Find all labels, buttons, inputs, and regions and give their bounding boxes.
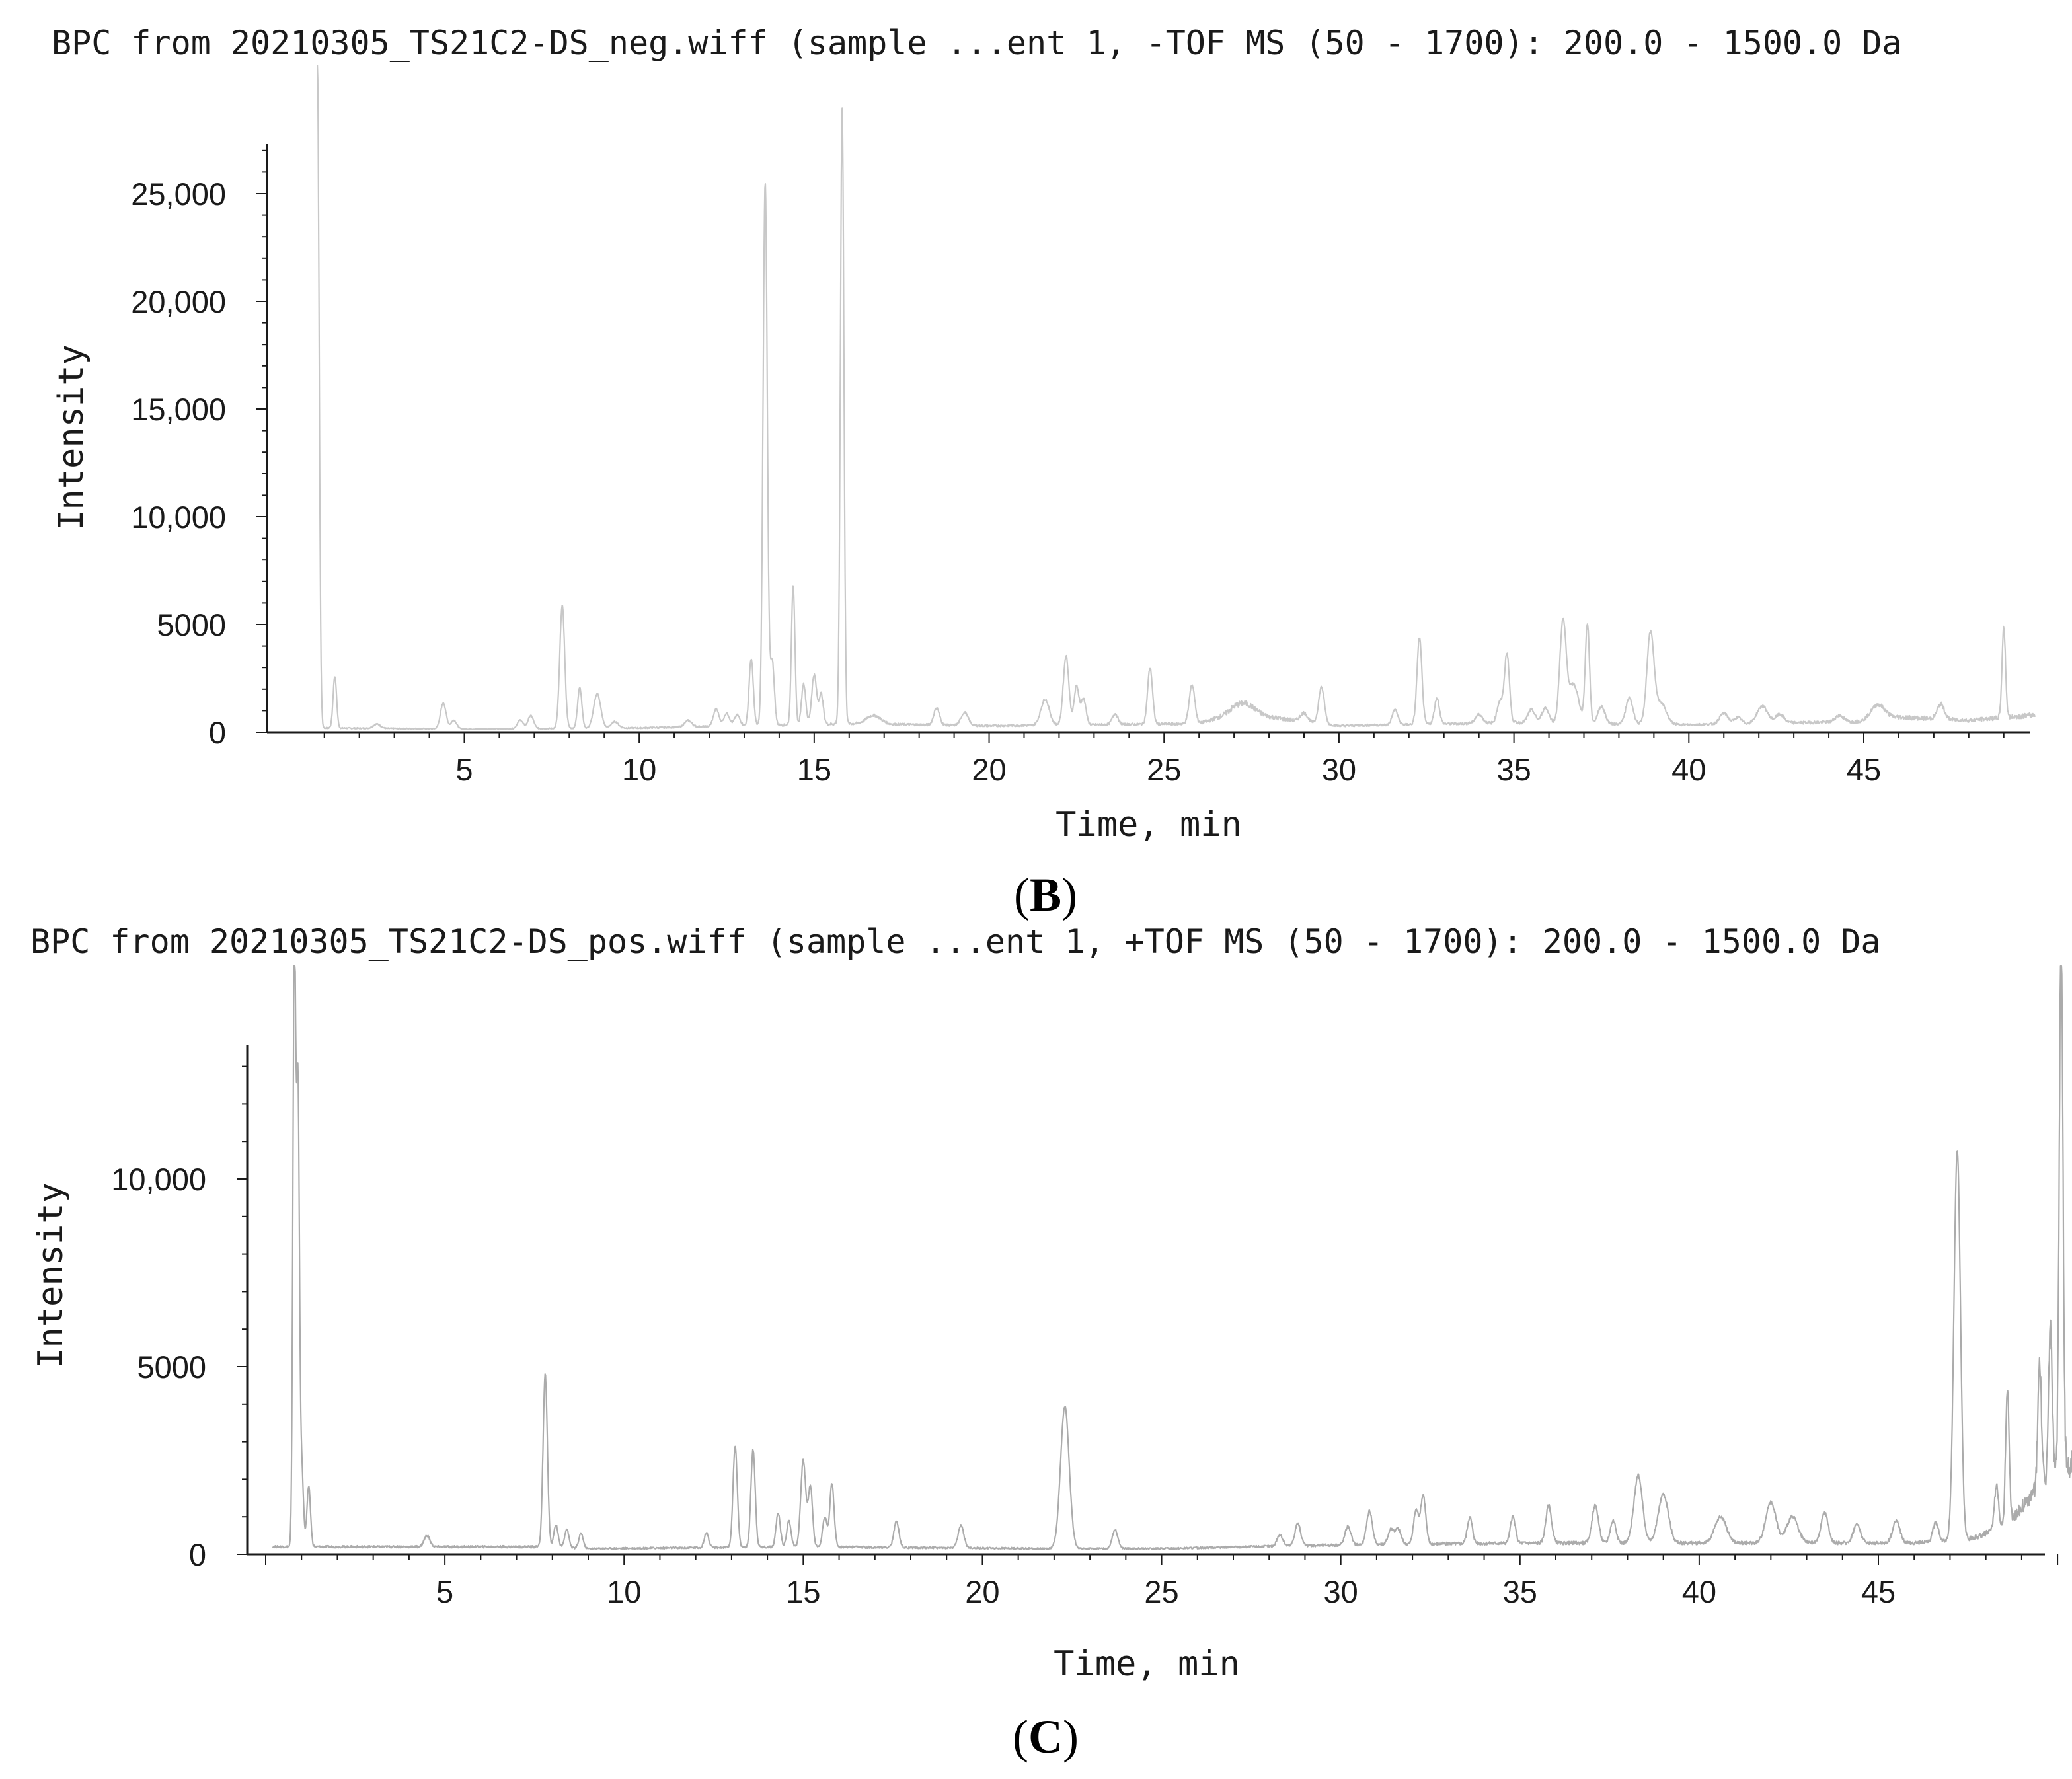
y-tick-labels: 0 5000 10,000 15,000 20,000 25,000 <box>131 176 226 750</box>
chart-title: BPC from 20210305_TS21C2-DS_pos.wiff (sa… <box>30 923 1881 961</box>
x-tick-label: 40 <box>1682 1574 1716 1609</box>
x-tick-label: 35 <box>1503 1574 1537 1609</box>
x-tick-label: 25 <box>1144 1574 1178 1609</box>
panel-label-c: (C) <box>1013 1710 1079 1763</box>
y-tick-label: 0 <box>189 1537 206 1572</box>
x-tick-labels: 5 10 15 20 25 30 35 40 45 <box>436 1574 1896 1609</box>
x-tick-label: 10 <box>622 752 656 787</box>
x-tick-label: 5 <box>436 1574 453 1609</box>
tick-marks <box>237 1065 2059 1565</box>
x-tick-label: 45 <box>1847 752 1881 787</box>
x-tick-label: 20 <box>972 752 1006 787</box>
x-tick-label: 25 <box>1147 752 1181 787</box>
y-tick-label: 5000 <box>157 607 226 642</box>
y-tick-label: 0 <box>209 715 226 750</box>
x-tick-labels: 5 10 15 20 25 30 35 40 45 <box>455 752 1881 787</box>
x-tick-label: 30 <box>1322 752 1356 787</box>
panel-label-b: (B) <box>1014 868 1077 921</box>
x-tick-label: 5 <box>455 752 473 787</box>
y-tick-label: 10,000 <box>111 1162 206 1197</box>
y-tick-label: 15,000 <box>131 392 226 427</box>
x-tick-label: 10 <box>607 1574 641 1609</box>
y-axis-label: Intensity <box>31 1182 71 1369</box>
x-tick-label: 15 <box>786 1574 820 1609</box>
series-line <box>272 965 2072 1550</box>
x-tick-label: 40 <box>1671 752 1706 787</box>
x-tick-label: 20 <box>965 1574 999 1609</box>
chart-panel-b: BPC from 20210305_TS21C2-DS_neg.wiff (sa… <box>52 24 2036 845</box>
x-tick-label: 15 <box>797 752 831 787</box>
series-line <box>317 64 2036 730</box>
y-axis-label: Intensity <box>52 344 91 531</box>
y-tick-label: 25,000 <box>131 176 226 211</box>
y-tick-label: 10,000 <box>131 500 226 535</box>
x-axis-label: Time, min <box>1054 1644 1240 1684</box>
x-tick-label: 30 <box>1324 1574 1358 1609</box>
tick-marks <box>256 149 2005 743</box>
chart-title: BPC from 20210305_TS21C2-DS_neg.wiff (sa… <box>52 24 1902 62</box>
x-tick-label: 45 <box>1861 1574 1896 1609</box>
y-tick-label: 20,000 <box>131 284 226 319</box>
chart-panel-c: BPC from 20210305_TS21C2-DS_pos.wiff (sa… <box>30 923 2072 1684</box>
x-tick-label: 35 <box>1496 752 1531 787</box>
y-tick-label: 5000 <box>137 1349 206 1384</box>
y-tick-labels: 0 5000 10,000 <box>111 1162 206 1572</box>
x-axis-label: Time, min <box>1055 805 1242 845</box>
